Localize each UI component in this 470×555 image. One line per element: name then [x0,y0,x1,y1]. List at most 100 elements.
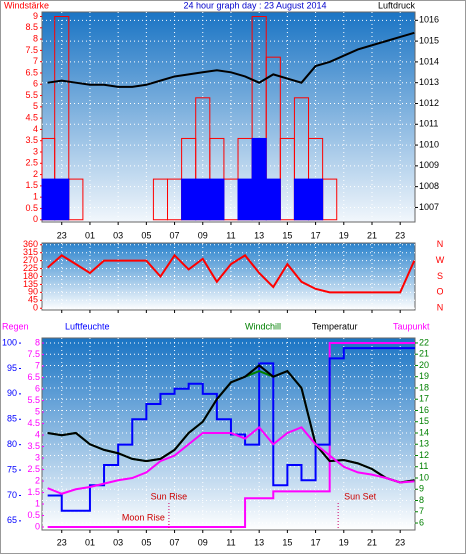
x-tick-label: 01 [85,230,95,240]
y-tick-label: 3.5 [25,135,38,145]
y-tick-label: 5.5 [25,90,38,100]
y-tick-label: 9 [33,11,38,21]
y-tick-label: 4.5 [27,418,40,428]
x-tick-label: 21 [367,230,377,240]
y-tick-label: 0 [33,303,38,313]
y2-tick-label: 1012 [419,98,439,108]
y-tick-label: 2.5 [27,464,40,474]
y3-tick-label: 16 [419,405,429,415]
y-tick-label: 2 [33,169,38,179]
y-tick-label: 2 [35,475,40,485]
y2-tick-label: 65 [7,515,17,525]
y2-tick-label: 70 [7,490,17,500]
y-tick-label: 0 [35,521,40,531]
wind-bar [209,178,225,221]
y-tick-label: 1.5 [27,487,40,497]
wind-bar [237,178,253,221]
y2-tick-label: 1010 [419,139,439,149]
y-tick-label: 270 [23,255,38,265]
y-tick-label: 225 [23,263,38,273]
y-tick-label: 0.5 [25,203,38,213]
compass-label: N [437,303,444,313]
y-tick-label: 4 [35,429,40,439]
y-tick-label: 2.5 [25,158,38,168]
x-tick-label: 07 [170,537,180,547]
y3-tick-label: 17 [419,394,429,404]
y-tick-label: 360 [23,239,38,249]
y3-tick-label: 10 [419,472,429,482]
x-tick-label: 17 [311,230,321,240]
legend-label: Temperatur [312,321,358,331]
y-tick-label: 6.5 [25,67,38,77]
y3-tick-label: 7 [419,506,424,516]
x-tick-label: 03 [113,230,123,240]
y-tick-label: 7.5 [25,45,38,55]
x-tick-label: 19 [339,230,349,240]
series-line [47,364,415,484]
y-tick-label: 7 [33,56,38,66]
annotation: Moon Rise [122,512,165,522]
y-tick-label: 5 [33,101,38,111]
y2-tick-label: 75 [7,464,17,474]
x-tick-label: 15 [282,230,292,240]
y2-tick-label: 85 [7,414,17,424]
x-tick-label: 09 [198,230,208,240]
series-line [46,253,416,294]
y3-tick-label: 18 [419,382,429,392]
x-tick-label: 23 [57,230,67,240]
y-tick-label: 6.5 [27,372,40,382]
y3-tick-label: 11 [419,461,428,471]
x-tick-label: 19 [339,537,349,547]
y-tick-label: 90 [28,287,38,297]
x-tick-label: 23 [57,537,67,547]
x-tick-label: 11 [226,537,235,547]
wind-bar [308,178,324,221]
y-tick-label: 135 [23,279,38,289]
y-tick-label: 315 [23,247,38,257]
y-tick-label: 3 [33,146,38,156]
series-line [47,31,415,88]
x-tick-label: 01 [85,537,95,547]
y3-tick-label: 20 [419,360,429,370]
legend-label: Taupunkt [393,321,430,331]
plot-area [41,242,416,311]
chart-title: 24 hour graph day : 23 August 2014 [183,0,326,10]
plot-area [41,337,416,531]
y3-tick-label: 12 [419,450,429,460]
legend-label: Luftfeuchte [65,321,110,331]
y-tick-label: 1 [35,498,40,508]
x-tick-label: 09 [198,537,208,547]
y-tick-label: 8.5 [25,22,38,32]
wind-bar [293,178,310,221]
wind-bar [54,178,70,221]
y2-tick-label: 100 [2,337,17,347]
plot-area [41,11,416,223]
compass-label: N [437,239,444,249]
x-tick-label: 05 [141,537,151,547]
y2-tick-label: 90 [7,388,17,398]
y2-tick-label: 80 [7,439,17,449]
legend-label: Windchill [245,321,281,331]
y-tick-label: 5 [35,406,40,416]
series-line [47,342,415,529]
y-tick-label: 1 [33,192,38,202]
wind-bar [265,178,281,221]
y-tick-label: 180 [23,271,38,281]
x-tick-label: 05 [141,230,151,240]
y-tick-label: 8 [35,337,40,347]
wind-bar [41,178,56,221]
y-tick-label: 7.5 [27,349,40,359]
x-tick-label: 11 [226,230,235,240]
x-tick-label: 17 [311,537,321,547]
y-tick-label: 3 [35,452,40,462]
y2-tick-label: 1009 [419,160,439,170]
legend-label: Regen [2,321,29,331]
y-tick-label: 4.5 [25,113,38,123]
pressure-axis-title: Luftdruck [378,0,416,10]
y2-tick-label: 1008 [419,181,439,191]
y-tick-label: 7 [35,360,40,370]
x-tick-label: 23 [395,537,405,547]
